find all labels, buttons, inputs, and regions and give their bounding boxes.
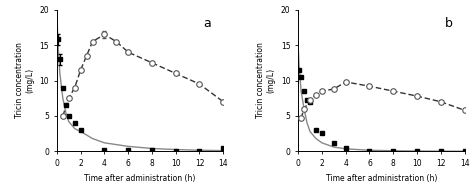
X-axis label: Time after administration (h): Time after administration (h) bbox=[84, 173, 196, 183]
Text: b: b bbox=[445, 17, 452, 30]
Y-axis label: Tricin concentration
(mg/L): Tricin concentration (mg/L) bbox=[15, 42, 34, 119]
Y-axis label: Tricin concentration
(mg/L): Tricin concentration (mg/L) bbox=[256, 42, 275, 119]
Text: a: a bbox=[203, 17, 211, 30]
X-axis label: Time after administration (h): Time after administration (h) bbox=[326, 173, 437, 183]
